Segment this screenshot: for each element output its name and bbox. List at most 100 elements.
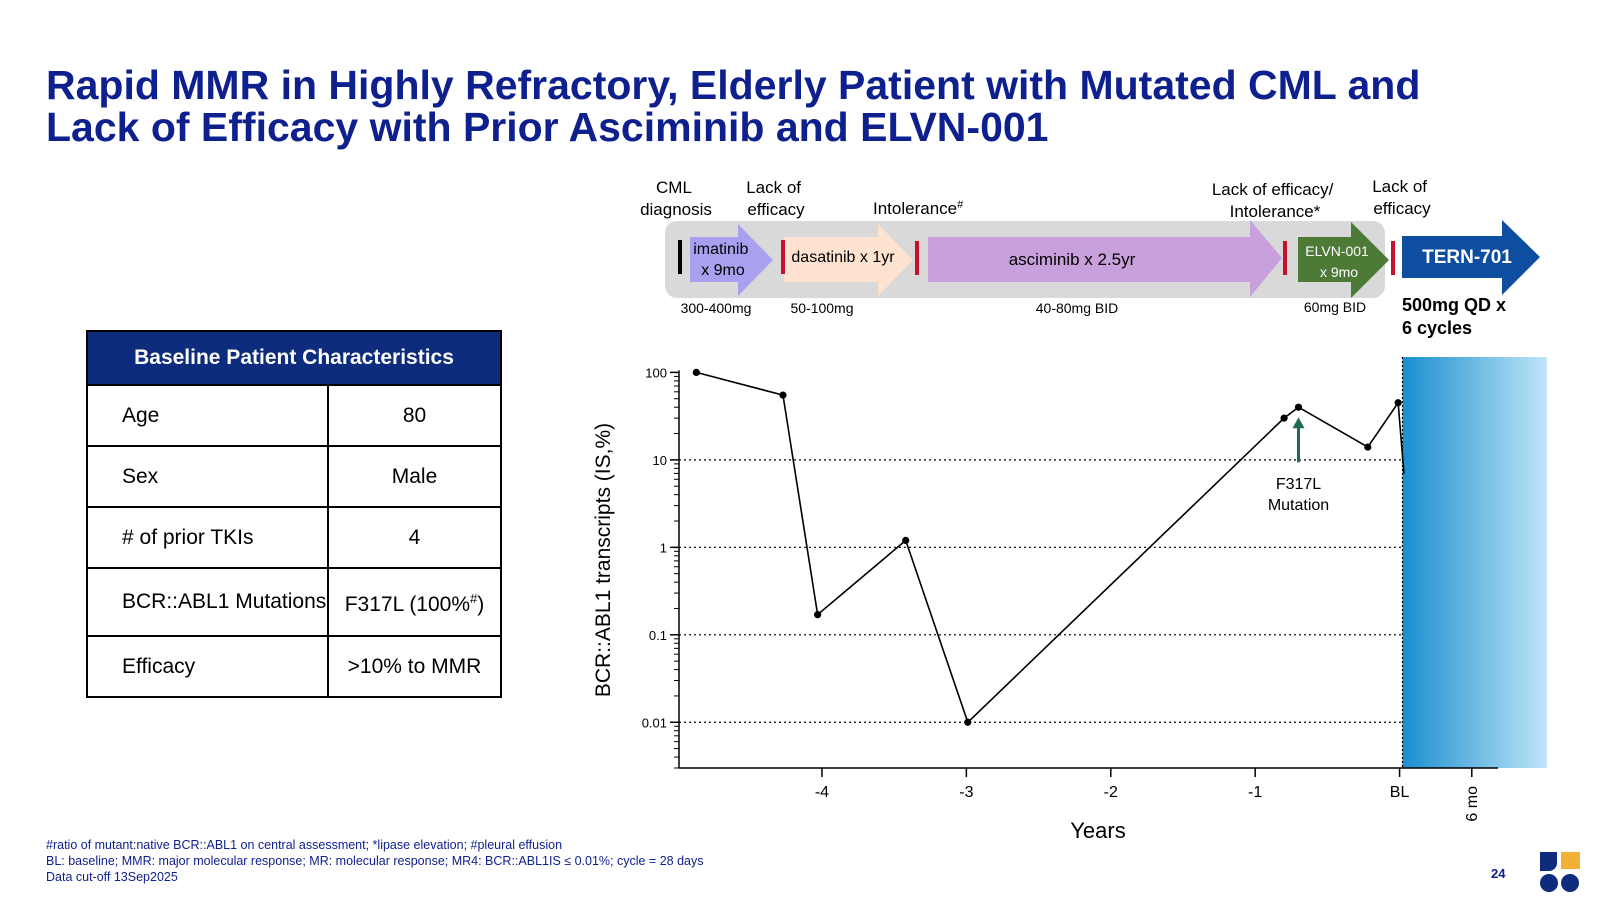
annotation-label: F317L <box>1276 476 1321 493</box>
row-value-prior-tkis: 4 <box>327 506 502 569</box>
baseline-characteristics-table: Baseline Patient Characteristics Age 80 … <box>86 330 502 698</box>
data-point <box>902 536 910 545</box>
row-label-mutations: BCR::ABL1 Mutations <box>86 567 329 637</box>
chart-area: 100 10 1 0.1 0.01 -4 -3 -2 -1 BL 6 mo F317L Mutatio… <box>592 357 1547 843</box>
mutation-value-text: F317L (100% <box>344 593 471 616</box>
x-tick-label: -2 <box>1104 784 1118 801</box>
event-label-line: CML <box>656 178 691 197</box>
x-tick-label: BL <box>1390 784 1410 801</box>
x-tick-label: -1 <box>1248 784 1262 801</box>
event-label-lack-efficacy-1: Lack of efficacy <box>746 178 806 219</box>
chart-annotations: F317L Mutation <box>1268 417 1329 514</box>
therapy-label-tern-701: TERN-701 <box>1422 247 1512 268</box>
row-value-age: 80 <box>327 384 502 447</box>
event-label-line: Intolerance* <box>1230 202 1321 221</box>
y-tick-label: 0.1 <box>649 628 667 643</box>
therapy-arrow-elvn-001 <box>1298 222 1389 298</box>
event-label-line: efficacy <box>747 200 805 219</box>
annotation-label: Mutation <box>1268 497 1329 514</box>
row-value-efficacy: >10% to MMR <box>327 635 502 698</box>
event-marker-diagnosis <box>678 240 682 274</box>
therapy-arrow-imatinib <box>690 224 773 296</box>
dose-label-line: 6 cycles <box>1402 318 1472 338</box>
event-label-line: Lack of efficacy/ <box>1212 180 1334 199</box>
x-tick-label: -3 <box>959 784 973 801</box>
y-axis-label: BCR::ABL1 transcripts (IS,%) <box>592 423 615 697</box>
table-header-row: Baseline Patient Characteristics <box>86 330 502 386</box>
tern-701-treatment-region <box>1402 357 1547 768</box>
logo-shape-br <box>1561 874 1579 892</box>
footnote-line: #ratio of mutant:native BCR::ABL1 on cen… <box>46 838 563 852</box>
dose-label-line: 500mg QD x <box>1402 295 1506 315</box>
chart-gridlines <box>679 459 1403 723</box>
y-tick-label: 10 <box>653 453 667 468</box>
therapy-label-line: x 9mo <box>1320 264 1358 280</box>
row-value-sex: Male <box>327 445 502 508</box>
chart-series <box>692 368 1405 726</box>
dose-label-tern-701: 500mg QD x 6 cycles <box>1402 295 1511 338</box>
dose-label-asciminib: 40-80mg BID <box>1036 300 1118 316</box>
table-header: Baseline Patient Characteristics <box>86 330 502 386</box>
row-value-mutations: F317L (100%#) <box>327 567 502 637</box>
data-point <box>814 611 822 619</box>
data-point <box>1364 443 1372 451</box>
therapy-label-line: ELVN-001 <box>1305 243 1369 259</box>
y-tick-label: 1 <box>660 540 667 555</box>
table-row: Age 80 <box>86 384 502 447</box>
slide-title: Rapid MMR in Highly Refractory, Elderly … <box>46 64 1566 148</box>
event-label-line: efficacy <box>1373 199 1431 218</box>
footnotes: #ratio of mutant:native BCR::ABL1 on cen… <box>46 837 703 885</box>
event-label-line: Lack of <box>1372 177 1427 196</box>
annotation-arrow-head <box>1292 417 1305 429</box>
slide-title-line-2: Lack of Efficacy with Prior Asciminib an… <box>46 104 1049 150</box>
logo-shape-tr <box>1561 852 1580 869</box>
event-label-intolerance: Intolerance# <box>873 199 964 218</box>
treatment-timeline: imatinib x 9mo dasatinib x 1yr asciminib… <box>640 177 1540 338</box>
event-label-intolerance-text: Intolerance <box>873 199 957 218</box>
x-tick-label: -4 <box>815 784 829 801</box>
event-marker-red <box>1283 241 1287 275</box>
dose-label-imatinib: 300-400mg <box>681 300 752 316</box>
event-label-line: diagnosis <box>640 200 712 219</box>
therapy-arrow-dasatinib <box>784 224 913 296</box>
chart-axes <box>670 370 1498 777</box>
row-label-prior-tkis: # of prior TKIs <box>86 506 329 569</box>
page-number: 24 <box>1491 866 1506 881</box>
slide-title-line-1: Rapid MMR in Highly Refractory, Elderly … <box>46 62 1421 108</box>
chart-tick-labels: 100 10 1 0.1 0.01 -4 -3 -2 -1 BL 6 mo <box>642 365 1481 821</box>
series-line <box>696 371 1405 724</box>
footnote-line: Data cut-off 13Sep2025 <box>46 870 178 884</box>
dose-label-elvn-001: 60mg BID <box>1304 299 1366 315</box>
row-label-sex: Sex <box>86 445 329 508</box>
logo-shape-bl <box>1540 874 1558 892</box>
data-point <box>692 368 700 377</box>
table-row: # of prior TKIs 4 <box>86 506 502 569</box>
event-label-lack-efficacy-2: Lack of efficacy <box>1372 177 1432 218</box>
event-label-intolerance-sup: # <box>957 199 964 211</box>
event-label-line: Lack of <box>746 178 801 197</box>
therapy-label-imatinib: imatinib x 9mo <box>693 241 753 279</box>
row-label-age: Age <box>86 384 329 447</box>
row-label-efficacy: Efficacy <box>86 635 329 698</box>
data-point <box>1394 399 1402 407</box>
dose-label-dasatinib: 50-100mg <box>790 300 853 316</box>
event-marker-red <box>1391 241 1395 275</box>
x-tick-label: 6 mo <box>1464 786 1481 822</box>
event-label-lack-efficacy-intolerance: Lack of efficacy/ Intolerance* <box>1212 180 1338 221</box>
therapy-label-line: x 9mo <box>701 262 745 279</box>
therapy-label-elvn-001: ELVN-001 x 9mo <box>1305 243 1372 280</box>
table-row: BCR::ABL1 Mutations F317L (100%#) <box>86 567 502 637</box>
y-tick-label: 0.01 <box>642 715 667 730</box>
therapy-arrow-tern-701 <box>1402 220 1540 295</box>
data-point <box>1294 403 1303 411</box>
mutation-footnote-mark: # <box>470 591 478 606</box>
x-axis-label: Years <box>1070 818 1125 843</box>
company-logo <box>1540 852 1580 892</box>
footnote-line: BL: baseline; MMR: major molecular respo… <box>46 854 704 868</box>
data-point <box>1280 414 1288 422</box>
therapy-arrow-asciminib <box>928 220 1282 297</box>
data-point <box>779 391 787 399</box>
event-marker-red <box>781 240 785 274</box>
table-row: Sex Male <box>86 445 502 508</box>
